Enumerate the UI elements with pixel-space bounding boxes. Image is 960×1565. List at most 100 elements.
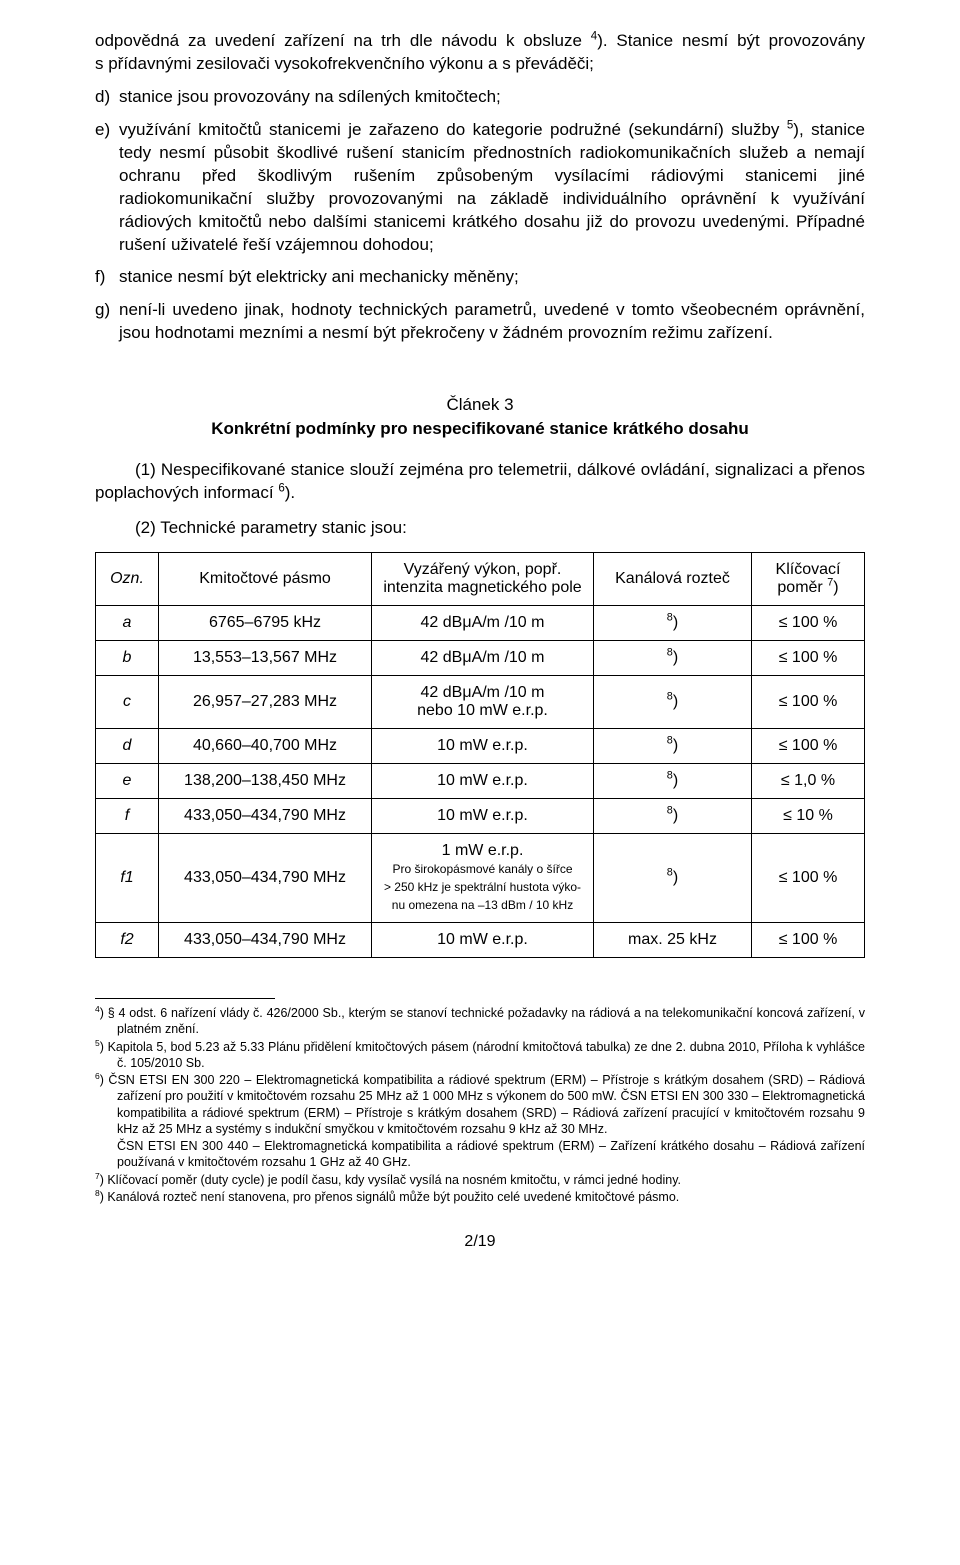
cell-power: 10 mW e.r.p. xyxy=(372,799,594,834)
table-row: f2 433,050–434,790 MHz 10 mW e.r.p. max.… xyxy=(96,923,865,958)
cell-ch-post: ) xyxy=(673,614,678,631)
header-duty: Klíčovací poměr 7) xyxy=(752,553,865,606)
cell-duty: ≤ 100 % xyxy=(752,729,865,764)
cell-channel: 8) xyxy=(594,799,752,834)
header-power: Vyzářený výkon, popř. intenzita magnetic… xyxy=(372,553,594,606)
list-item-e: e) využívání kmitočtů stanicemi je zařaz… xyxy=(95,119,865,257)
header-duty-l2-post: ) xyxy=(833,579,838,596)
parameters-table: Ozn. Kmitočtové pásmo Vyzářený výkon, po… xyxy=(95,552,865,958)
list-text-pre: využívání kmitočtů stanicemi je zařazeno… xyxy=(119,120,787,139)
header-ozn: Ozn. xyxy=(96,553,159,606)
list-content: stanice jsou provozovány na sdílených km… xyxy=(119,86,865,109)
footnote-7: 7) Klíčovací poměr (duty cycle) je podíl… xyxy=(95,1172,865,1188)
cell-power: 10 mW e.r.p. xyxy=(372,764,594,799)
cell-band: 138,200–138,450 MHz xyxy=(159,764,372,799)
cell-band: 433,050–434,790 MHz xyxy=(159,834,372,923)
cell-channel: 8) xyxy=(594,834,752,923)
cell-power-l1: 42 dBμA/m /10 m xyxy=(421,684,545,701)
cell-band: 433,050–434,790 MHz xyxy=(159,799,372,834)
spacer xyxy=(95,76,865,86)
fn-text: ) Kapitola 5, bod 5.23 až 5.33 Plánu při… xyxy=(100,1040,865,1070)
article-number: Článek 3 xyxy=(95,395,865,415)
cell-duty: ≤ 100 % xyxy=(752,923,865,958)
header-duty-l1: Klíčovací xyxy=(776,561,841,578)
cell-ozn: f xyxy=(96,799,159,834)
table-row: a 6765–6795 kHz 42 dBμA/m /10 m 8) ≤ 100… xyxy=(96,606,865,641)
cell-ch-post: ) xyxy=(673,649,678,666)
cell-power-l2: nebo 10 mW e.r.p. xyxy=(417,702,548,719)
footnote-6b: ČSN ETSI EN 300 440 – Elektromagnetická … xyxy=(95,1138,865,1171)
list-content: stanice nesmí být elektricky ani mechani… xyxy=(119,266,865,289)
header-channel: Kanálová rozteč xyxy=(594,553,752,606)
table-row: f 433,050–434,790 MHz 10 mW e.r.p. 8) ≤ … xyxy=(96,799,865,834)
opening-paragraph: odpovědná za uvedení zařízení na trh dle… xyxy=(95,30,865,76)
cell-duty: ≤ 1,0 % xyxy=(752,764,865,799)
cell-channel: 8) xyxy=(594,641,752,676)
cell-ch-post: ) xyxy=(673,772,678,789)
list-text-post: ), stanice tedy nesmí působit škodlivé r… xyxy=(119,120,865,254)
cell-ozn: f2 xyxy=(96,923,159,958)
table-row: f1 433,050–434,790 MHz 1 mW e.r.p. Pro š… xyxy=(96,834,865,923)
cell-power-small-l3: nu omezena na –13 dBm / 10 kHz xyxy=(392,898,573,912)
footnote-8: 8) Kanálová rozteč není stanovena, pro p… xyxy=(95,1189,865,1205)
table-row: e 138,200–138,450 MHz 10 mW e.r.p. 8) ≤ … xyxy=(96,764,865,799)
cell-channel: 8) xyxy=(594,729,752,764)
cell-power-main: 1 mW e.r.p. xyxy=(442,842,524,859)
cell-duty: ≤ 100 % xyxy=(752,834,865,923)
list-content: není-li uvedeno jinak, hodnoty technický… xyxy=(119,299,865,345)
fn-text: ) ČSN ETSI EN 300 220 – Elektromagnetick… xyxy=(100,1073,865,1136)
list-item-f: f) stanice nesmí být elektricky ani mech… xyxy=(95,266,865,289)
cell-ozn: e xyxy=(96,764,159,799)
cell-duty: ≤ 100 % xyxy=(752,641,865,676)
cell-channel: 8) xyxy=(594,764,752,799)
cell-ch-post: ) xyxy=(673,807,678,824)
cell-power-small-l2: > 250 kHz je spektrální hustota výko- xyxy=(384,880,581,894)
cell-band: 26,957–27,283 MHz xyxy=(159,676,372,729)
footnote-4: 4) § 4 odst. 6 nařízení vlády č. 426/200… xyxy=(95,1005,865,1038)
cell-power-small-l1: Pro širokopásmové kanály o šířce xyxy=(392,862,572,876)
header-duty-l2-pre: poměr xyxy=(777,579,827,596)
cell-duty: ≤ 10 % xyxy=(752,799,865,834)
article-title: Konkrétní podmínky pro nespecifikované s… xyxy=(95,419,865,439)
table-row: b 13,553–13,567 MHz 42 dBμA/m /10 m 8) ≤… xyxy=(96,641,865,676)
cell-power: 10 mW e.r.p. xyxy=(372,923,594,958)
table-header-row: Ozn. Kmitočtové pásmo Vyzářený výkon, po… xyxy=(96,553,865,606)
cell-duty: ≤ 100 % xyxy=(752,676,865,729)
list-content: využívání kmitočtů stanicemi je zařazeno… xyxy=(119,119,865,257)
table-row: c 26,957–27,283 MHz 42 dBμA/m /10 m nebo… xyxy=(96,676,865,729)
footnote-6: 6) ČSN ETSI EN 300 220 – Elektromagnetic… xyxy=(95,1072,865,1137)
cell-band: 433,050–434,790 MHz xyxy=(159,923,372,958)
cell-power: 42 dBμA/m /10 m xyxy=(372,641,594,676)
list-marker: e) xyxy=(95,119,119,257)
cell-power: 42 dBμA/m /10 m xyxy=(372,606,594,641)
fn-text: ) Klíčovací poměr (duty cycle) je podíl … xyxy=(100,1173,681,1187)
cell-ch-post: ) xyxy=(673,869,678,886)
cell-band: 13,553–13,567 MHz xyxy=(159,641,372,676)
page-number: 2/19 xyxy=(95,1233,865,1251)
list-marker: f) xyxy=(95,266,119,289)
fn-text: ) § 4 odst. 6 nařízení vlády č. 426/2000… xyxy=(100,1006,865,1036)
footnote-5: 5) Kapitola 5, bod 5.23 až 5.33 Plánu př… xyxy=(95,1039,865,1072)
cell-power: 10 mW e.r.p. xyxy=(372,729,594,764)
document-page: odpovědná za uvedení zařízení na trh dle… xyxy=(0,0,960,1281)
cell-ozn: a xyxy=(96,606,159,641)
cell-ozn: b xyxy=(96,641,159,676)
cell-channel: 8) xyxy=(594,606,752,641)
header-band: Kmitočtové pásmo xyxy=(159,553,372,606)
cell-ozn: f1 xyxy=(96,834,159,923)
table-row: d 40,660–40,700 MHz 10 mW e.r.p. 8) ≤ 10… xyxy=(96,729,865,764)
opening-text: odpovědná za uvedení zařízení na trh dle… xyxy=(95,31,591,50)
cell-ozn: d xyxy=(96,729,159,764)
cell-duty: ≤ 100 % xyxy=(752,606,865,641)
list-item-g: g) není-li uvedeno jinak, hodnoty techni… xyxy=(95,299,865,345)
list-item-d: d) stanice jsou provozovány na sdílených… xyxy=(95,86,865,109)
p1-pre: (1) Nespecifikované stanice slouží zejmé… xyxy=(95,460,865,502)
fn-text: ) Kanálová rozteč není stanovena, pro př… xyxy=(100,1190,680,1204)
cell-channel: 8) xyxy=(594,676,752,729)
p1-post: ). xyxy=(285,483,295,502)
list-marker: d) xyxy=(95,86,119,109)
fn-text: ČSN ETSI EN 300 440 – Elektromagnetická … xyxy=(117,1139,865,1169)
article-p1: (1) Nespecifikované stanice slouží zejmé… xyxy=(95,459,865,505)
cell-power: 1 mW e.r.p. Pro širokopásmové kanály o š… xyxy=(372,834,594,923)
article-p2: (2) Technické parametry stanic jsou: xyxy=(95,517,865,540)
